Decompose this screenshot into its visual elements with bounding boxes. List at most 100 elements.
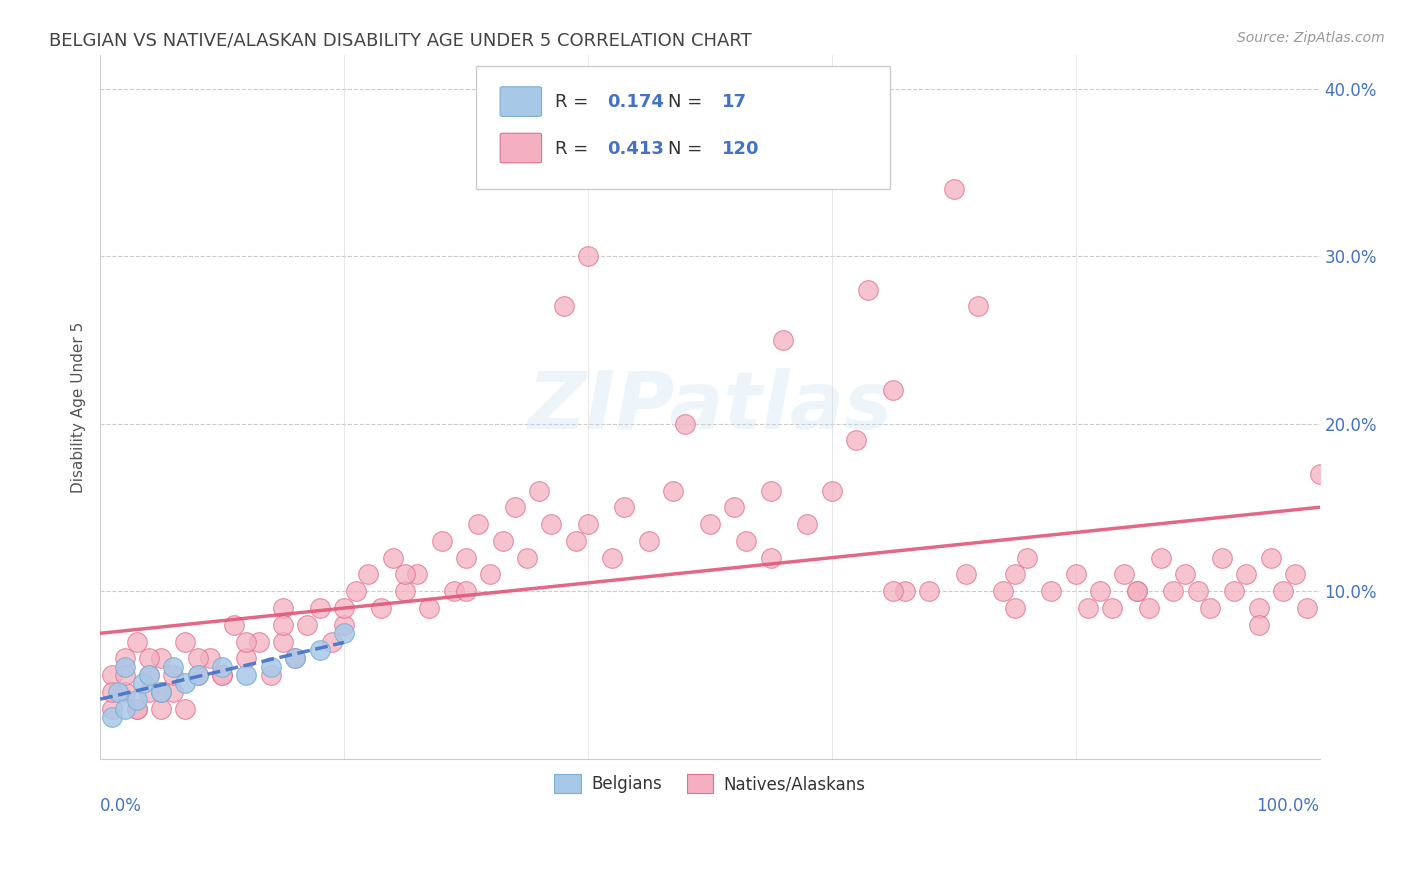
Point — [942, 182, 965, 196]
Point — [150, 651, 173, 665]
Point — [211, 668, 233, 682]
Point — [540, 517, 562, 532]
Point — [882, 383, 904, 397]
Text: ZIPatlas: ZIPatlas — [527, 368, 893, 446]
Point — [430, 533, 453, 548]
Point — [479, 567, 502, 582]
Point — [894, 584, 917, 599]
Point — [271, 617, 294, 632]
Point — [821, 483, 844, 498]
Point — [114, 659, 136, 673]
Point — [125, 701, 148, 715]
Point — [845, 434, 868, 448]
Text: N =: N = — [668, 140, 709, 158]
Point — [1174, 567, 1197, 582]
Point — [443, 584, 465, 599]
Point — [235, 668, 257, 682]
Text: 0.413: 0.413 — [607, 140, 664, 158]
Point — [224, 617, 246, 632]
Point — [125, 701, 148, 715]
Point — [1125, 584, 1147, 599]
Point — [1015, 550, 1038, 565]
Point — [1088, 584, 1111, 599]
Text: 0.174: 0.174 — [607, 94, 664, 112]
Point — [1125, 584, 1147, 599]
Point — [1247, 601, 1270, 615]
Point — [503, 500, 526, 515]
Point — [1187, 584, 1209, 599]
Point — [1234, 567, 1257, 582]
Point — [394, 567, 416, 582]
Point — [967, 300, 990, 314]
Point — [162, 685, 184, 699]
Point — [101, 710, 124, 724]
Point — [759, 483, 782, 498]
Point — [333, 617, 356, 632]
Point — [553, 300, 575, 314]
Point — [260, 659, 283, 673]
Point — [613, 500, 636, 515]
Point — [1101, 601, 1123, 615]
Point — [271, 634, 294, 648]
Point — [150, 701, 173, 715]
Point — [1211, 550, 1233, 565]
Point — [211, 668, 233, 682]
Point — [308, 601, 330, 615]
Point — [1272, 584, 1295, 599]
Point — [1150, 550, 1173, 565]
Point — [107, 685, 129, 699]
Point — [1296, 601, 1319, 615]
Point — [858, 283, 880, 297]
Point — [150, 685, 173, 699]
Point — [114, 685, 136, 699]
Point — [114, 701, 136, 715]
FancyBboxPatch shape — [501, 133, 541, 163]
Text: 0.0%: 0.0% — [100, 797, 142, 815]
Point — [735, 533, 758, 548]
Text: 100.0%: 100.0% — [1257, 797, 1320, 815]
Point — [138, 651, 160, 665]
Point — [918, 584, 941, 599]
Point — [344, 584, 367, 599]
Point — [662, 483, 685, 498]
Point — [1064, 567, 1087, 582]
Point — [1198, 601, 1220, 615]
Point — [699, 517, 721, 532]
Point — [772, 333, 794, 347]
FancyBboxPatch shape — [475, 66, 890, 189]
Point — [271, 601, 294, 615]
Point — [638, 533, 661, 548]
Point — [187, 668, 209, 682]
Point — [150, 685, 173, 699]
Point — [882, 584, 904, 599]
Text: BELGIAN VS NATIVE/ALASKAN DISABILITY AGE UNDER 5 CORRELATION CHART: BELGIAN VS NATIVE/ALASKAN DISABILITY AGE… — [49, 31, 752, 49]
Point — [101, 701, 124, 715]
Point — [247, 634, 270, 648]
Point — [174, 634, 197, 648]
Text: N =: N = — [668, 94, 709, 112]
Point — [394, 584, 416, 599]
Point — [576, 249, 599, 263]
Point — [576, 517, 599, 532]
Point — [297, 617, 319, 632]
Point — [284, 651, 307, 665]
Point — [1137, 601, 1160, 615]
Point — [321, 634, 343, 648]
Point — [454, 584, 477, 599]
Point — [1004, 567, 1026, 582]
Point — [1114, 567, 1136, 582]
Text: Source: ZipAtlas.com: Source: ZipAtlas.com — [1237, 31, 1385, 45]
Point — [174, 676, 197, 690]
Point — [564, 533, 586, 548]
Point — [138, 668, 160, 682]
Point — [516, 550, 538, 565]
Text: R =: R = — [555, 140, 593, 158]
Point — [955, 567, 977, 582]
Point — [235, 651, 257, 665]
Point — [370, 601, 392, 615]
Point — [1077, 601, 1099, 615]
Point — [1223, 584, 1246, 599]
Point — [357, 567, 380, 582]
Point — [235, 634, 257, 648]
Y-axis label: Disability Age Under 5: Disability Age Under 5 — [72, 321, 86, 492]
